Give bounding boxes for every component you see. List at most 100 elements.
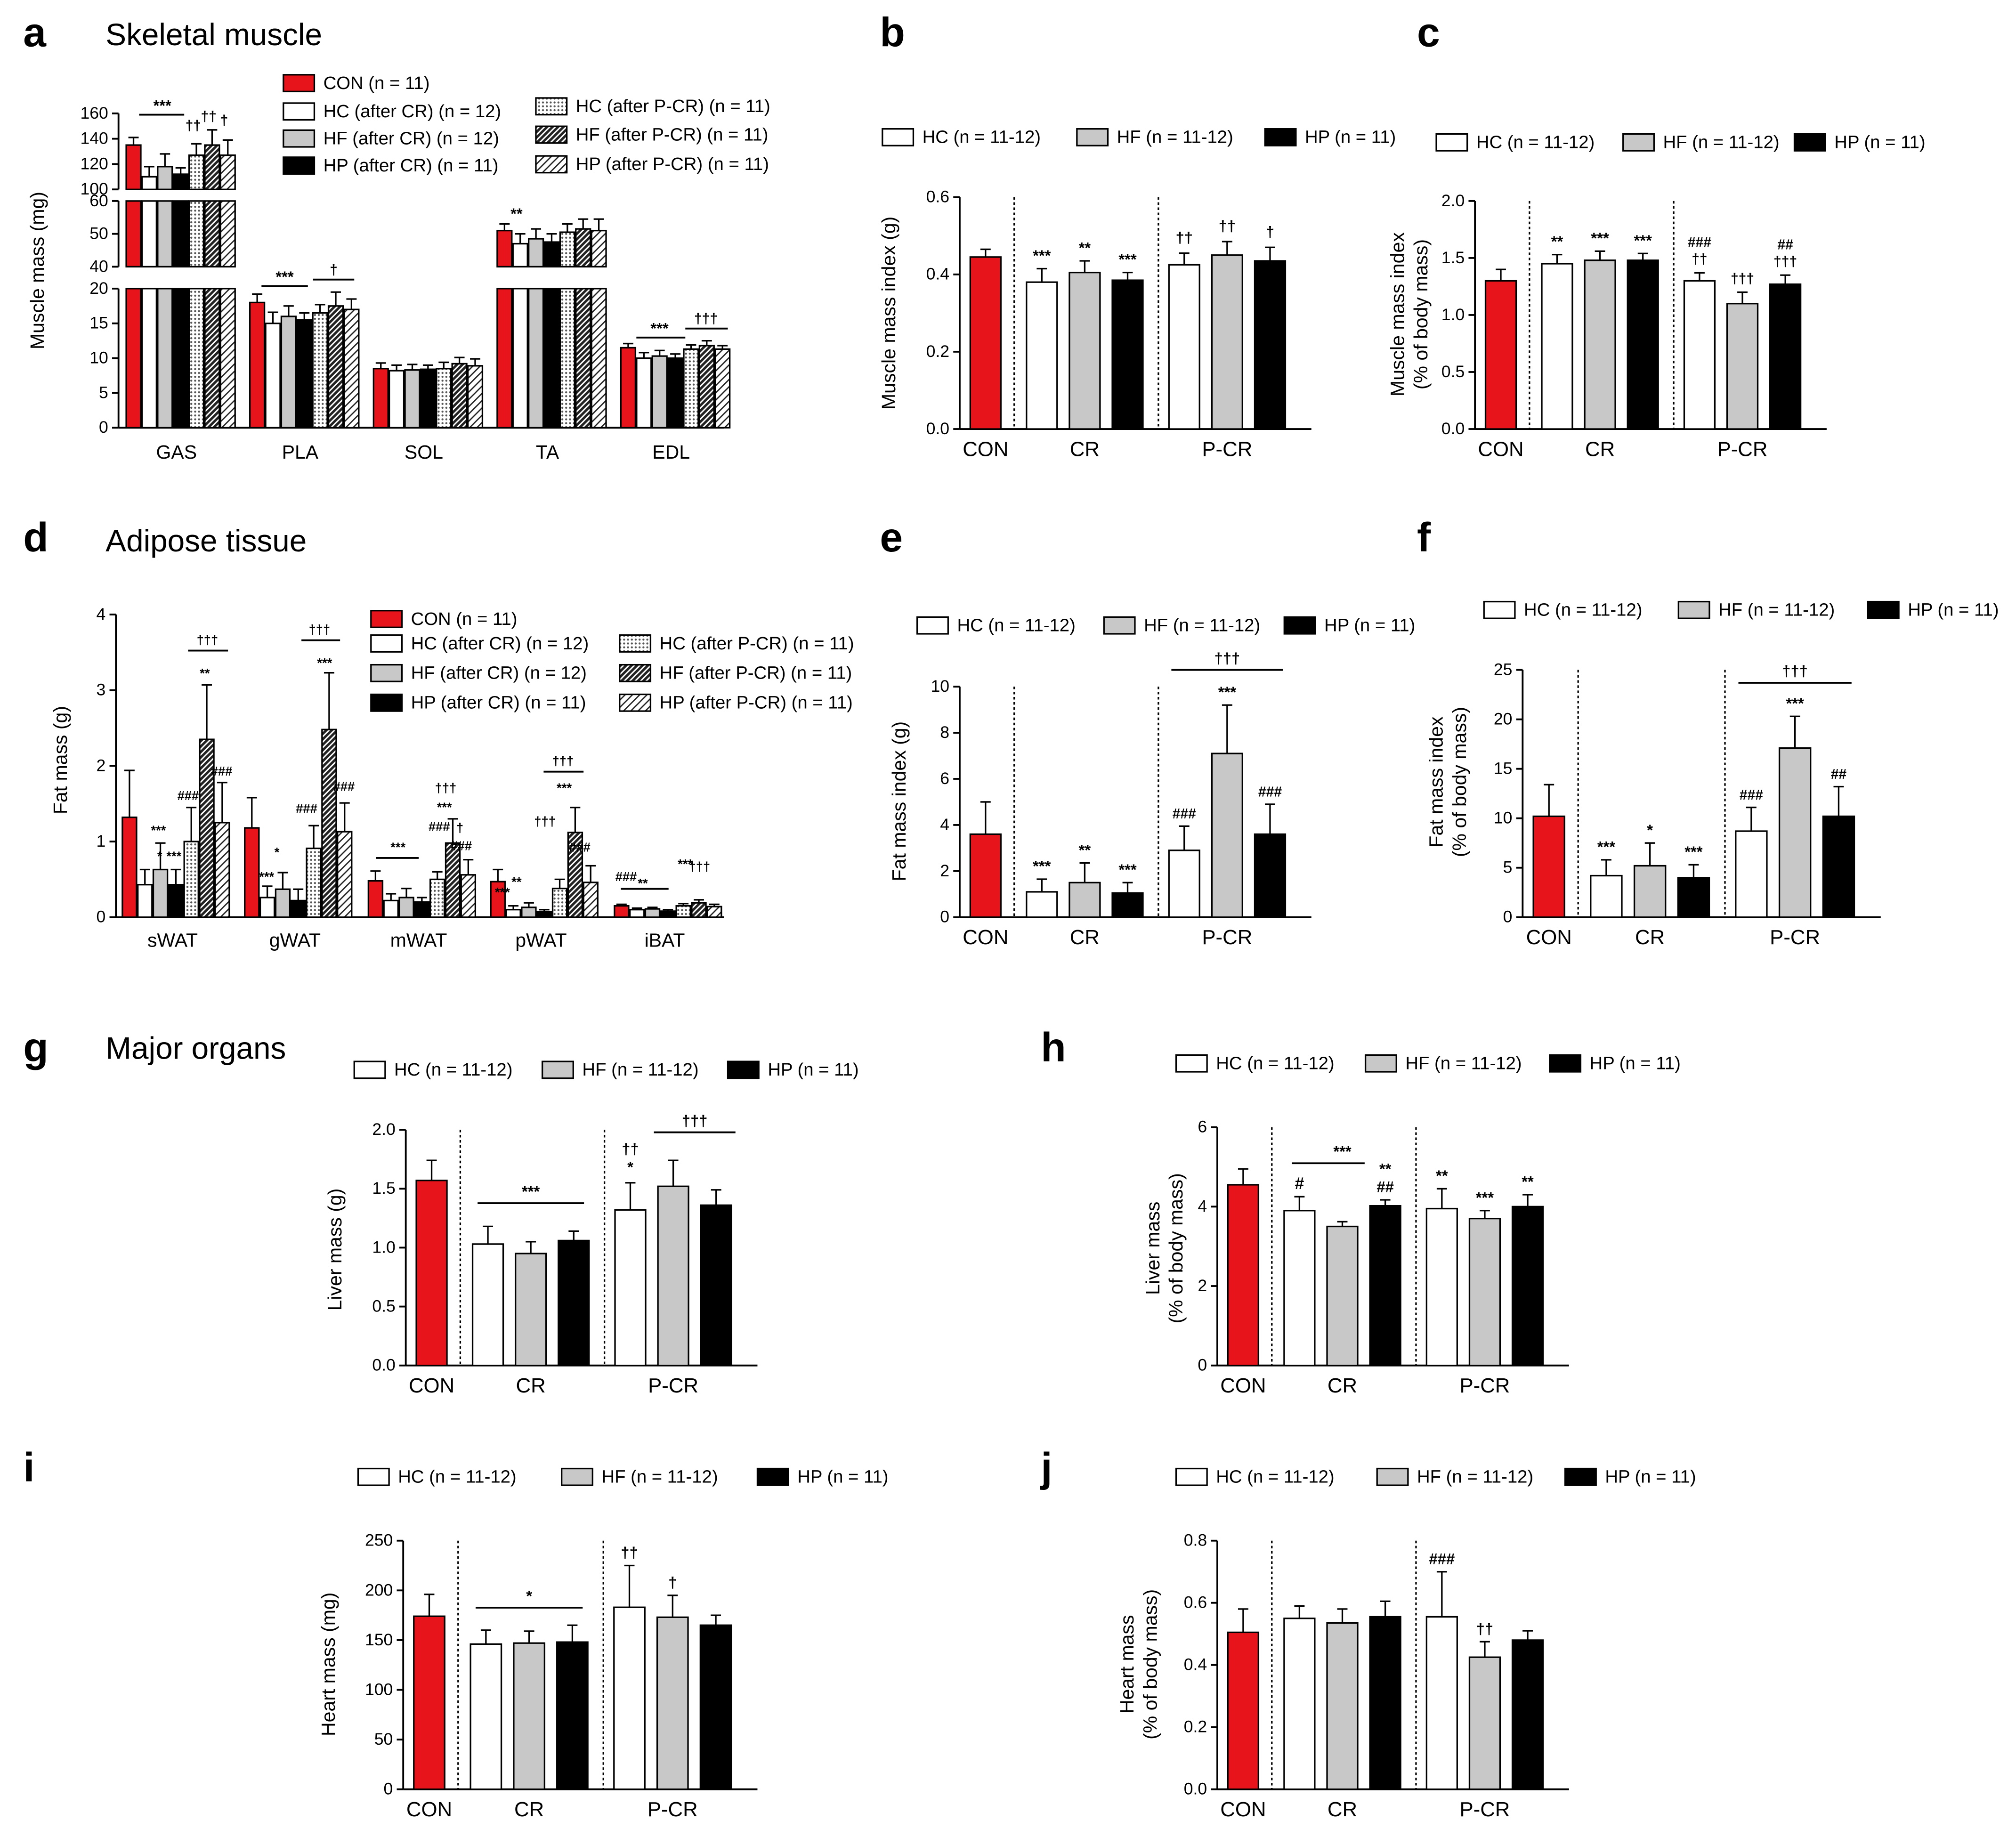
i-group-label-CR: CR [514, 1798, 544, 1821]
annotation-d-14: ††† [435, 780, 457, 795]
annotation-b-3: †† [1175, 229, 1193, 246]
a-bar-TA-3-mid [543, 241, 560, 267]
annotation-e-0: *** [1033, 858, 1051, 875]
annotation-e-3: ††† [1214, 649, 1240, 667]
g-bar-P-CR-1 [614, 1209, 647, 1367]
f-tick-label-5: 25 [1494, 660, 1513, 679]
annotation-d-11: ### [296, 801, 317, 816]
panel-letter-c: c [1417, 9, 1440, 56]
j-y-label-line2: (% of body mass) [1139, 1589, 1161, 1740]
annotation-c-4: †† [1692, 251, 1707, 267]
d-tick-label-2: 2 [97, 756, 106, 775]
d-tick-label-1: 1 [97, 832, 106, 850]
j-legend-hc-label: HC (n = 11-12) [1216, 1467, 1334, 1487]
annotation-c-7: ††† [1773, 254, 1797, 269]
g-group-label-P-CR: P-CR [648, 1374, 698, 1397]
h-bar-P-CR-2 [1468, 1217, 1501, 1367]
a-bar-GAS-1-bot [141, 288, 158, 429]
a-bar-SOL-5 [451, 363, 468, 429]
d-bar-gWAT-6 [337, 831, 353, 918]
d-bar-pWAT-4 [551, 888, 568, 918]
annotation-d-8: *** [317, 655, 332, 670]
a-bar-EDL-4 [683, 348, 699, 429]
d-bar-sWAT-0 [121, 816, 138, 918]
annotation-b-0: *** [1033, 247, 1051, 264]
a-bar-TA-1-mid [512, 243, 528, 267]
a-bar-GAS-1-mid [141, 200, 158, 267]
d-tick-label-3: 3 [97, 680, 106, 699]
annotation-c-3: ### [1688, 235, 1711, 251]
a-bar-PLA-1 [265, 323, 281, 429]
a-tick-label-1-1: 50 [89, 224, 108, 243]
e-bar-con [969, 833, 1002, 918]
f-group-label-CR: CR [1635, 926, 1665, 949]
annotation-f-4: *** [1786, 695, 1804, 712]
h-bar-CR-1 [1283, 1210, 1316, 1367]
f-legend-hp-swatch [1867, 600, 1900, 619]
annotation-e-2: *** [1118, 861, 1137, 878]
a-bar-SOL-2 [404, 369, 421, 429]
d-category-pWAT: pWAT [515, 930, 567, 951]
annotation-a-7: *** [650, 320, 669, 337]
a-bar-EDL-0 [620, 347, 637, 429]
i-legend-hf-label: HF (n = 11-12) [601, 1467, 718, 1487]
f-legend-hf-label: HF (n = 11-12) [1718, 600, 1835, 620]
b-bar-CR-3 [1111, 279, 1144, 430]
g-legend-hf-swatch [541, 1060, 574, 1079]
d-y-label: Fat mass (g) [49, 706, 71, 814]
a-bar-GAS-2-mid [157, 200, 173, 267]
d-bar-pWAT-6 [583, 882, 599, 918]
j-bar-P-CR-3 [1511, 1639, 1544, 1790]
a-bar-PLA-3 [296, 319, 313, 429]
j-legend-hc-swatch [1175, 1467, 1208, 1486]
annotation-d-20: ** [511, 874, 522, 889]
e-legend-hp-swatch [1283, 616, 1316, 635]
annotation-h-1: *** [1333, 1143, 1352, 1160]
annotation-b-4: †† [1219, 217, 1236, 235]
g-y-label: Liver mass (g) [324, 1189, 346, 1311]
annotation-d-24: ### [569, 840, 591, 854]
f-legend-hp-label: HP (n = 11) [1908, 600, 1999, 620]
b-tick-label-3: 0.6 [926, 187, 949, 206]
d-bar-gWAT-4 [306, 847, 322, 918]
e-bar-P-CR-2 [1211, 753, 1243, 918]
c-legend-hp-swatch [1793, 133, 1826, 152]
annotation-d-22: ††† [534, 814, 556, 829]
f-bar-P-CR-3 [1822, 815, 1855, 918]
a-bar-EDL-1 [636, 357, 652, 429]
g-bar-P-CR-2 [657, 1185, 689, 1367]
d-bar-pWAT-3 [536, 911, 552, 918]
f-bar-P-CR-1 [1735, 830, 1768, 918]
g-legend-hc-swatch [353, 1060, 386, 1079]
f-legend-hc-label: HC (n = 11-12) [1524, 600, 1642, 620]
a-bar-GAS-5-top [204, 144, 220, 190]
c-group-label-CR: CR [1585, 437, 1615, 461]
e-tick-label-1: 2 [940, 861, 949, 880]
annotation-h-6: ** [1522, 1173, 1534, 1190]
a-bar-GAS-3-top [172, 173, 189, 190]
annotation-a-1: †† [186, 118, 201, 133]
a-y-label: Muscle mass (mg) [26, 192, 48, 349]
e-legend-hp-label: HP (n = 11) [1324, 615, 1415, 635]
e-bar-P-CR-3 [1254, 833, 1287, 918]
e-legend-hc-swatch [916, 616, 949, 635]
a-category-GAS: GAS [156, 441, 197, 463]
i-bar-CR-2 [513, 1642, 545, 1790]
annotation-a-4: *** [275, 268, 294, 285]
a-tick-label-0-1: 120 [80, 154, 108, 173]
b-group-label-CR: CR [1070, 437, 1100, 461]
a-bar-TA-5-mid [575, 228, 591, 267]
j-bar-CR-2 [1326, 1622, 1359, 1790]
d-legend-3-swatch [370, 693, 403, 712]
a-tick-label-1-2: 60 [89, 191, 108, 210]
a-bar-PLA-5 [327, 305, 344, 429]
a-category-EDL: EDL [652, 441, 690, 463]
b-legend-hf-label: HF (n = 11-12) [1117, 127, 1233, 147]
f-tick-label-0: 0 [1503, 907, 1513, 926]
d-legend-4-swatch [619, 634, 652, 653]
e-bar-CR-3 [1111, 892, 1144, 918]
annotation-d-27: *** [678, 857, 693, 871]
h-bar-con [1227, 1184, 1260, 1367]
c-bar-P-CR-3 [1769, 283, 1802, 430]
c-bar-P-CR-1 [1683, 280, 1716, 430]
